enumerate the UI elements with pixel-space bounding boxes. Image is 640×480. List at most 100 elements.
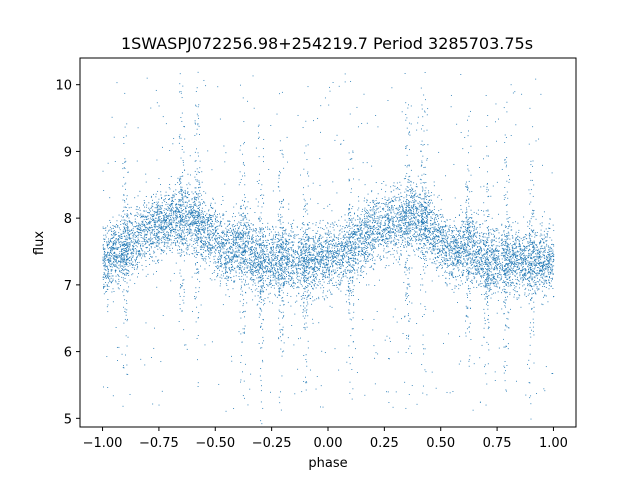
data-point: [107, 243, 109, 245]
data-point: [277, 219, 279, 221]
data-point: [437, 242, 439, 244]
data-point: [360, 233, 362, 235]
data-point: [545, 275, 547, 277]
data-point: [517, 278, 519, 280]
data-point: [410, 181, 412, 183]
data-point: [135, 260, 137, 262]
data-point: [298, 246, 300, 248]
data-point: [142, 214, 144, 216]
data-point: [319, 220, 321, 222]
data-point: [193, 223, 195, 225]
data-point: [115, 259, 117, 261]
data-point: [324, 266, 326, 268]
data-point: [107, 244, 108, 245]
data-point: [250, 251, 252, 253]
data-point: [213, 262, 215, 264]
data-point: [118, 288, 120, 290]
data-point: [490, 264, 492, 266]
data-point: [536, 262, 537, 264]
data-point: [233, 269, 235, 271]
data-point: [314, 264, 316, 266]
data-point: [200, 237, 202, 239]
data-point: [253, 254, 255, 256]
data-point: [303, 292, 305, 294]
data-point: [254, 256, 256, 258]
data-point: [272, 244, 274, 246]
data-point: [226, 234, 228, 236]
data-point: [453, 242, 455, 244]
data-point: [539, 270, 541, 272]
data-point: [196, 220, 198, 222]
data-point: [333, 245, 335, 247]
data-point: [130, 257, 132, 259]
data-point: [220, 251, 221, 253]
data-point: [263, 258, 265, 259]
data-point: [106, 241, 108, 243]
data-point: [175, 210, 177, 212]
data-point: [328, 253, 330, 255]
data-point: [231, 234, 233, 236]
data-point: [121, 258, 123, 260]
data-point: [479, 267, 481, 269]
data-point: [491, 248, 493, 249]
data-point: [366, 259, 368, 261]
data-point: [222, 244, 224, 246]
data-point: [151, 205, 153, 207]
data-point: [120, 255, 122, 257]
data-point: [131, 252, 133, 254]
data-point: [226, 285, 228, 286]
data-point: [298, 287, 300, 289]
data-point: [470, 235, 472, 237]
data-point: [426, 247, 428, 249]
data-point: [196, 205, 198, 207]
data-point: [414, 200, 416, 202]
data-point: [333, 233, 335, 235]
data-point: [167, 203, 169, 205]
data-point: [257, 270, 259, 272]
data-point: [551, 243, 553, 245]
data-point: [543, 284, 545, 285]
data-point: [156, 229, 158, 231]
data-point: [249, 266, 251, 268]
data-point: [267, 256, 269, 258]
data-point: [203, 251, 205, 253]
data-point: [318, 246, 320, 248]
data-point: [102, 246, 104, 248]
data-point: [449, 245, 451, 247]
data-point: [348, 262, 350, 263]
data-point: [381, 215, 383, 217]
data-point: [126, 238, 128, 240]
data-point: [352, 224, 353, 226]
data-point: [165, 204, 167, 206]
data-point: [244, 261, 246, 263]
data-point: [456, 229, 458, 231]
data-point: [426, 242, 428, 244]
data-point: [400, 225, 402, 227]
data-point: [121, 254, 122, 256]
data-point: [300, 277, 302, 279]
data-point: [496, 250, 497, 251]
data-point: [390, 208, 392, 210]
data-point: [549, 255, 551, 257]
data-point: [138, 253, 140, 254]
data-point: [486, 256, 488, 258]
data-point: [273, 267, 275, 269]
data-point: [167, 234, 169, 236]
data-point: [468, 273, 470, 275]
data-point: [295, 264, 297, 266]
data-point: [102, 276, 104, 278]
data-point: [442, 275, 444, 276]
data-point: [281, 253, 283, 255]
data-point: [363, 271, 365, 273]
data-point: [397, 225, 399, 227]
data-point: [200, 239, 202, 241]
data-point: [161, 237, 163, 239]
data-point: [439, 248, 441, 250]
data-point: [244, 242, 246, 244]
data-point: [186, 205, 188, 207]
data-point: [292, 273, 294, 275]
data-point: [405, 230, 407, 232]
data-point: [300, 295, 302, 297]
data-point: [328, 271, 329, 273]
data-point: [143, 200, 145, 201]
